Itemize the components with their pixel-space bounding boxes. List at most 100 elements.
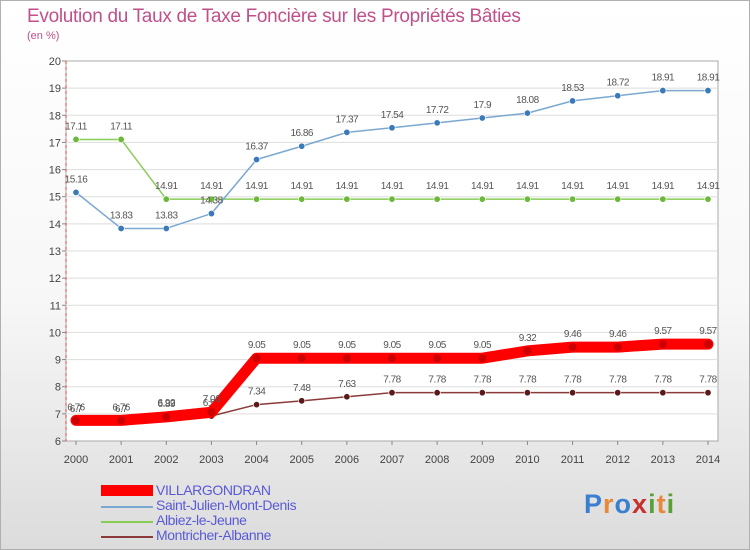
y-tick-label: 16 xyxy=(49,165,61,177)
data-label: 18.72 xyxy=(606,78,629,89)
series-1: 15.16 13.83 13.83 14.38 16.37 16.86 17.37 17.54… xyxy=(65,73,721,232)
data-point xyxy=(207,195,215,203)
x-tick-label: 2000 xyxy=(64,454,88,466)
legend-label-villargondran: VILLARGONDRAN xyxy=(156,482,271,498)
data-point xyxy=(569,195,577,203)
data-label: 9.57 xyxy=(654,326,672,337)
x-tick-label: 2001 xyxy=(109,454,133,466)
x-tick-label: 2013 xyxy=(651,454,675,466)
data-point xyxy=(388,354,396,363)
data-label: 17.72 xyxy=(426,105,449,116)
logo-letter: P xyxy=(584,489,604,519)
data-label: 14.91 xyxy=(290,181,313,192)
data-point xyxy=(614,92,622,100)
data-label: 6.89 xyxy=(158,399,176,410)
data-label: 9.05 xyxy=(338,340,356,351)
y-tick-label: 18 xyxy=(49,110,61,122)
data-label: 17.9 xyxy=(474,100,492,111)
data-label: 17.11 xyxy=(65,121,88,132)
data-point xyxy=(252,354,261,363)
data-label: 9.05 xyxy=(474,340,492,351)
data-label: 9.32 xyxy=(519,333,537,344)
data-label: 13.83 xyxy=(110,210,133,221)
data-label: 15.16 xyxy=(65,174,88,185)
data-label: 7.78 xyxy=(699,375,717,386)
x-tick-label: 2003 xyxy=(199,454,223,466)
data-point xyxy=(298,142,306,150)
data-point xyxy=(523,195,531,203)
unit-label: (en %) xyxy=(27,30,60,42)
x-tick-label: 2004 xyxy=(244,454,268,466)
data-label: 7.78 xyxy=(383,375,401,386)
data-point xyxy=(569,97,577,105)
logo-letter: o xyxy=(614,489,633,519)
data-point xyxy=(704,340,712,349)
data-point xyxy=(297,354,306,363)
data-point xyxy=(614,195,622,203)
x-tick-label: 2010 xyxy=(515,454,539,466)
data-point xyxy=(478,195,486,203)
data-point xyxy=(207,408,216,417)
data-label: 7.63 xyxy=(338,379,356,390)
data-point xyxy=(613,343,622,352)
data-label: 7.34 xyxy=(248,387,266,398)
y-tick-label: 10 xyxy=(49,327,61,339)
data-label: 9.46 xyxy=(564,329,582,340)
logo-letter: i xyxy=(648,489,657,519)
data-point xyxy=(614,389,622,397)
data-label: 18.08 xyxy=(516,95,539,106)
data-label: 9.05 xyxy=(383,340,401,351)
data-label: 18.91 xyxy=(697,73,720,84)
x-tick-label: 2007 xyxy=(380,454,404,466)
data-label: 14.91 xyxy=(336,181,359,192)
y-tick-label: 6 xyxy=(55,436,61,448)
data-point xyxy=(433,354,442,363)
logo-letter: t xyxy=(656,489,667,519)
y-tick-label: 11 xyxy=(50,300,61,312)
data-label: 7.78 xyxy=(564,375,582,386)
data-label: 17.54 xyxy=(381,110,404,121)
data-label: 14.91 xyxy=(697,181,720,192)
y-tick-label: 9 xyxy=(55,355,61,367)
proxiti-logo: Proxiti xyxy=(584,489,675,520)
data-label: 14.91 xyxy=(561,181,584,192)
data-label: 14.91 xyxy=(516,181,539,192)
data-point xyxy=(343,393,351,401)
data-label: 6.76 xyxy=(67,402,85,413)
data-point xyxy=(433,389,441,397)
data-point xyxy=(343,195,351,203)
data-label: 7.78 xyxy=(609,375,627,386)
data-point xyxy=(704,87,712,95)
data-point xyxy=(72,135,80,143)
data-label: 9.46 xyxy=(609,329,627,340)
data-point xyxy=(658,340,667,349)
data-point xyxy=(433,119,441,127)
x-tick-label: 2008 xyxy=(425,454,449,466)
data-label: 7.78 xyxy=(428,375,446,386)
y-tick-label: 20 xyxy=(49,56,61,68)
legend-swatch-montricher xyxy=(101,536,153,538)
data-point xyxy=(162,224,170,232)
data-point xyxy=(523,389,531,397)
data-label: 14.91 xyxy=(471,181,494,192)
y-tick-label: 12 xyxy=(49,273,61,285)
data-label: 14.91 xyxy=(652,181,675,192)
data-label: 7.78 xyxy=(474,375,492,386)
data-point xyxy=(704,389,712,397)
data-label: 14.91 xyxy=(606,181,629,192)
data-point xyxy=(162,195,170,203)
logo-letter: r xyxy=(603,489,615,519)
data-point xyxy=(253,195,261,203)
data-point xyxy=(433,195,441,203)
data-label: 6.92 xyxy=(158,398,176,409)
y-tick-label: 7 xyxy=(55,409,61,421)
x-tick-label: 2006 xyxy=(335,454,359,466)
data-point xyxy=(343,128,351,136)
data-label: 6.76 xyxy=(112,402,130,413)
x-tick-label: 2009 xyxy=(470,454,494,466)
data-point xyxy=(523,346,532,355)
data-point xyxy=(388,195,396,203)
data-label: 7.78 xyxy=(654,375,672,386)
